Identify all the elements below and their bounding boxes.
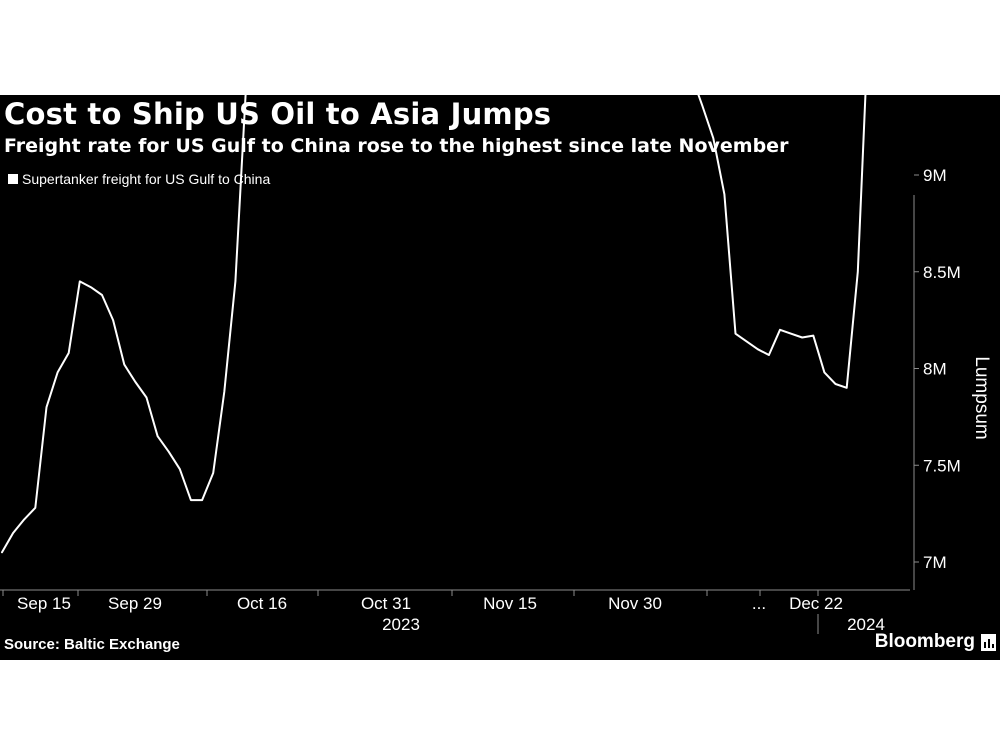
y-tick-label: 9M [923,166,947,185]
x-tick-label: Oct 16 [237,594,287,613]
y-tick-label: 7M [923,553,947,572]
y-tick-label: 7.5M [923,456,961,475]
x-tick-label: ... [752,594,766,613]
x-tick-label: Dec 22 [789,594,843,613]
chart-subtitle: Freight rate for US Gulf to China rose t… [4,135,789,157]
chart-panel: Cost to Ship US Oil to Asia Jumps Freigh… [0,95,1000,660]
plot-area [1,95,867,554]
source-note: Source: Baltic Exchange [4,636,180,653]
brand-name: Bloomberg [874,631,975,652]
chart-title: Cost to Ship US Oil to Asia Jumps [4,97,552,131]
bloomberg-terminal-icon [981,633,996,651]
x-tick-label: Sep 15 [17,594,71,613]
series-line [1,95,867,554]
x-tick-label: Nov 30 [608,594,662,613]
year-label: 2024 [847,615,885,634]
legend: Supertanker freight for US Gulf to China [8,171,270,187]
legend-swatch [8,174,18,184]
brand-logo: Bloomberg [875,631,996,653]
y-tick-label: 8.5M [923,263,961,282]
x-axis: Sep 15 Sep 29 Oct 16 Oct 31 Nov 15 Nov 30... D… [0,589,910,634]
x-tick-label: Sep 29 [108,594,162,613]
legend-label: Supertanker freight for US Gulf to China [22,171,271,187]
x-tick-label: Nov 15 [483,594,537,613]
x-tick-label: Oct 31 [361,594,411,613]
year-label: 2023 [382,615,420,634]
y-tick-label: 8M [923,360,947,379]
y-axis-label: Lumpsum [971,356,992,439]
